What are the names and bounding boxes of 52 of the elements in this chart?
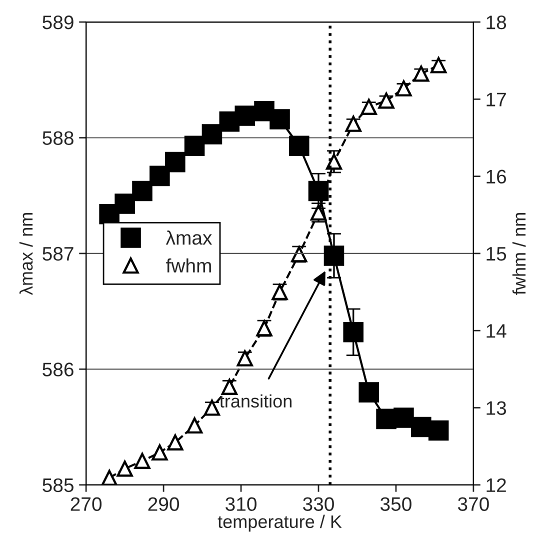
y-tick-label: 588 [42, 131, 74, 145]
point [236, 350, 253, 366]
point [308, 180, 329, 202]
point [326, 154, 342, 170]
point [428, 420, 449, 441]
point [396, 80, 412, 96]
y2-tick-label: 15 [486, 247, 506, 261]
y-tick-label: 585 [42, 478, 74, 492]
point [343, 322, 364, 342]
annotation: transition [220, 394, 292, 408]
x-tick-label: 330 [303, 497, 334, 511]
y2-tick-label: 16 [486, 170, 506, 184]
point [324, 246, 344, 266]
y2-tick-label: 13 [486, 401, 506, 415]
y2-tick-label: 14 [486, 324, 506, 338]
point [184, 136, 205, 156]
legend-label: λmax [166, 230, 212, 245]
point [234, 106, 256, 126]
y2-tick-label: 12 [486, 478, 506, 492]
x-axis-title: temperature / K [218, 514, 342, 532]
point [152, 444, 168, 461]
legend-label: fwhm [166, 258, 211, 272]
point [116, 460, 133, 477]
point [114, 194, 135, 214]
x-tick-label: 350 [380, 497, 412, 511]
point [360, 98, 377, 115]
point [345, 116, 362, 132]
y-tick-label: 589 [42, 16, 74, 30]
point [358, 382, 379, 402]
x-tick-label: 310 [226, 497, 256, 511]
point [202, 124, 222, 144]
point [204, 400, 220, 416]
y2-tick-label: 18 [486, 16, 506, 30]
point [288, 136, 310, 156]
point [165, 152, 186, 172]
y2-axis-title: fwhm / nm [512, 213, 526, 295]
x-tick-label: 290 [148, 497, 180, 511]
x-tick-label: 370 [458, 497, 489, 511]
y-axis-title: λmax / nm [19, 213, 33, 295]
point [101, 470, 118, 485]
y-tick-label: 586 [42, 362, 74, 376]
point [270, 109, 290, 130]
point [134, 452, 150, 470]
point [221, 378, 238, 395]
point [186, 417, 203, 434]
point [394, 408, 414, 428]
point [132, 180, 152, 202]
y-tick-label: 587 [42, 246, 74, 261]
x-tick-label: 270 [70, 497, 102, 511]
point [167, 434, 184, 451]
point [150, 166, 170, 186]
y2-tick-label: 17 [486, 92, 506, 106]
